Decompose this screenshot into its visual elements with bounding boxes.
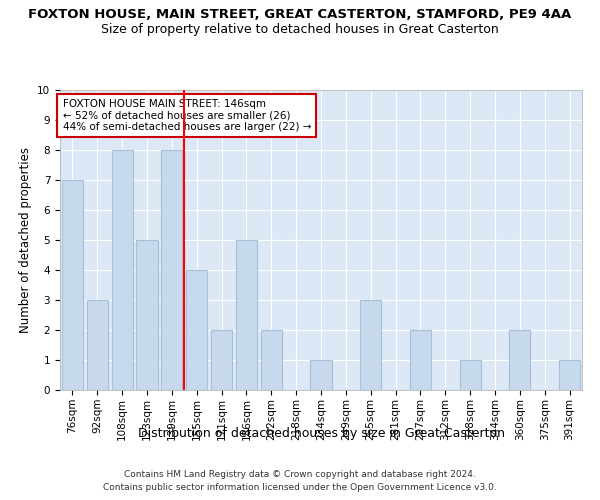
Text: Distribution of detached houses by size in Great Casterton: Distribution of detached houses by size … xyxy=(137,428,505,440)
Bar xyxy=(87,300,108,390)
Y-axis label: Number of detached properties: Number of detached properties xyxy=(19,147,32,333)
Bar xyxy=(509,330,530,390)
Bar xyxy=(410,330,431,390)
Bar xyxy=(136,240,158,390)
Bar xyxy=(186,270,207,390)
Bar xyxy=(161,150,182,390)
Bar xyxy=(211,330,232,390)
Bar xyxy=(460,360,481,390)
Bar xyxy=(62,180,83,390)
Text: Contains HM Land Registry data © Crown copyright and database right 2024.
Contai: Contains HM Land Registry data © Crown c… xyxy=(103,470,497,492)
Bar xyxy=(559,360,580,390)
Text: Size of property relative to detached houses in Great Casterton: Size of property relative to detached ho… xyxy=(101,22,499,36)
Bar xyxy=(360,300,381,390)
Bar xyxy=(112,150,133,390)
Bar xyxy=(261,330,282,390)
Text: FOXTON HOUSE MAIN STREET: 146sqm
← 52% of detached houses are smaller (26)
44% o: FOXTON HOUSE MAIN STREET: 146sqm ← 52% o… xyxy=(62,99,311,132)
Bar xyxy=(310,360,332,390)
Bar xyxy=(236,240,257,390)
Text: FOXTON HOUSE, MAIN STREET, GREAT CASTERTON, STAMFORD, PE9 4AA: FOXTON HOUSE, MAIN STREET, GREAT CASTERT… xyxy=(28,8,572,20)
